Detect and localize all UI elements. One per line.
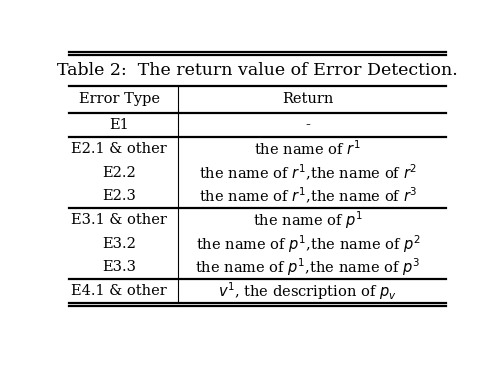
Text: the name of $p^1$,the name of $p^3$: the name of $p^1$,the name of $p^3$ [195,257,419,278]
Text: E2.1 & other: E2.1 & other [71,142,167,156]
Text: E2.2: E2.2 [102,165,136,179]
Text: E1: E1 [109,118,129,132]
Text: Error Type: Error Type [79,92,159,106]
Text: E3.3: E3.3 [102,261,136,274]
Text: Return: Return [282,92,333,106]
Text: the name of $r^1$: the name of $r^1$ [254,139,361,158]
Text: the name of $r^1$,the name of $r^2$: the name of $r^1$,the name of $r^2$ [198,162,416,183]
Text: Table 2:  The return value of Error Detection.: Table 2: The return value of Error Detec… [57,62,457,79]
Text: the name of $p^1$,the name of $p^2$: the name of $p^1$,the name of $p^2$ [195,233,419,255]
Text: E3.1 & other: E3.1 & other [71,213,167,227]
Text: E3.2: E3.2 [102,237,136,251]
Text: -: - [305,118,310,132]
Text: E4.1 & other: E4.1 & other [71,284,167,298]
Text: the name of $p^1$: the name of $p^1$ [252,209,362,231]
Text: E2.3: E2.3 [102,189,136,203]
Text: $v^1$, the description of $p_v$: $v^1$, the description of $p_v$ [218,280,396,302]
Text: the name of $r^1$,the name of $r^3$: the name of $r^1$,the name of $r^3$ [198,186,416,206]
